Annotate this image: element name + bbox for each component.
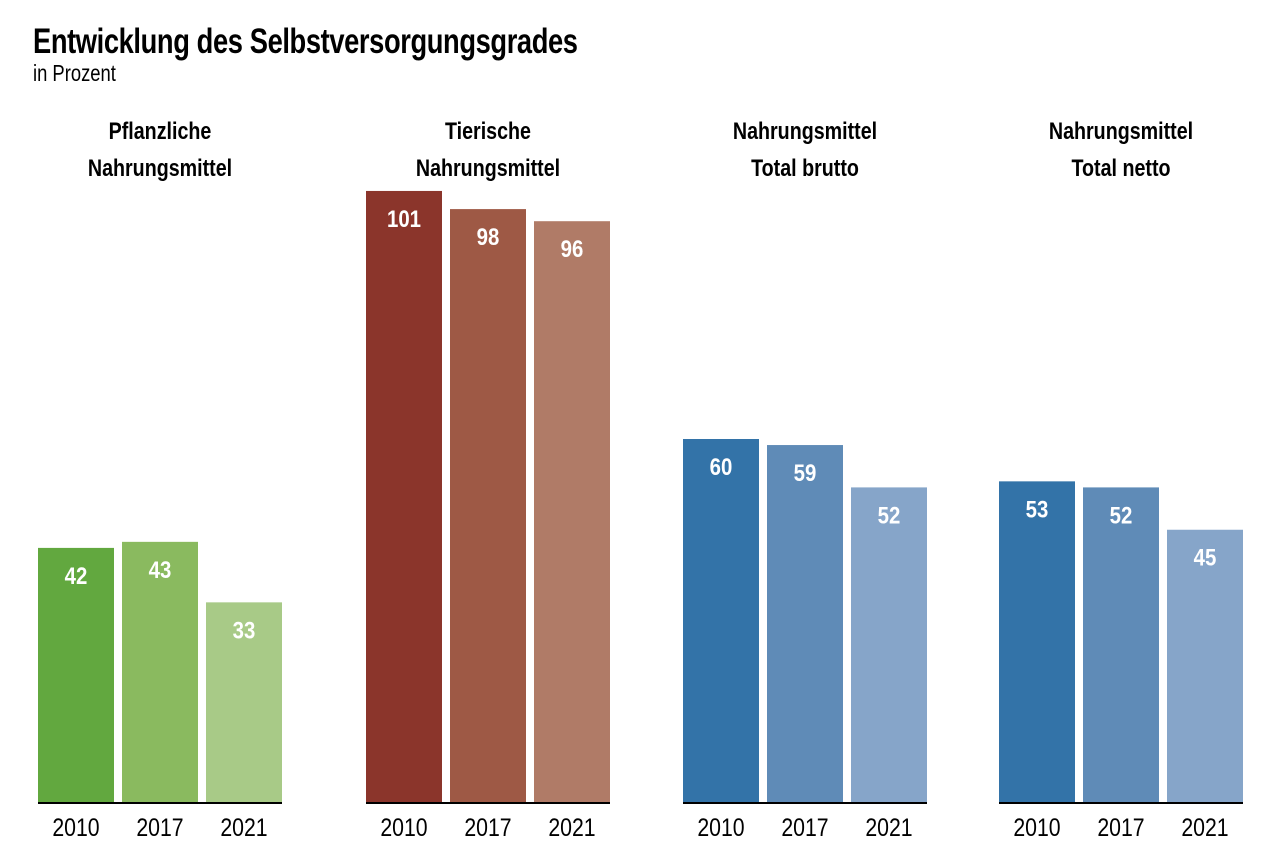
bar	[1167, 529, 1243, 802]
x-tick-label: 2010	[52, 813, 99, 841]
value-label: 52	[878, 502, 901, 529]
value-label: 96	[561, 236, 584, 263]
value-label: 53	[1026, 496, 1049, 523]
x-tick-label: 2017	[136, 813, 183, 841]
value-label: 101	[387, 205, 421, 232]
bar	[683, 439, 759, 802]
x-tick-label: 2021	[548, 813, 595, 841]
panel-title: Nahrungsmittel	[416, 154, 560, 181]
value-label: 59	[794, 459, 817, 486]
panel-title: Total netto	[1071, 154, 1170, 181]
chart-title: Entwicklung des Selbstversorgungsgrades	[33, 22, 578, 61]
value-label: 52	[1110, 502, 1133, 529]
value-label: 45	[1194, 544, 1217, 571]
x-tick-label: 2010	[380, 813, 427, 841]
chart-subtitle: in Prozent	[33, 60, 116, 86]
bar	[366, 190, 442, 802]
value-label: 43	[149, 556, 172, 583]
panel-title: Tierische	[445, 117, 531, 144]
bar	[851, 487, 927, 802]
bar	[122, 541, 198, 802]
x-tick-label: 2017	[1097, 813, 1144, 841]
bar	[999, 481, 1075, 802]
value-label: 98	[477, 224, 500, 251]
bar	[206, 602, 282, 802]
x-tick-label: 2017	[781, 813, 828, 841]
panel-title: Total brutto	[751, 154, 859, 181]
x-tick-label: 2010	[697, 813, 744, 841]
bar	[38, 547, 114, 802]
value-label: 33	[233, 617, 256, 644]
panel-title: Pflanzliche	[109, 117, 212, 144]
value-label: 60	[710, 453, 733, 480]
panel-title: Nahrungsmittel	[1049, 117, 1193, 144]
bar	[450, 209, 526, 803]
panel-title: Nahrungsmittel	[733, 117, 877, 144]
bar	[534, 221, 610, 802]
x-tick-label: 2017	[464, 813, 511, 841]
value-label: 42	[65, 562, 88, 589]
bar	[767, 445, 843, 802]
x-tick-label: 2021	[865, 813, 912, 841]
x-tick-label: 2021	[220, 813, 267, 841]
x-tick-label: 2010	[1013, 813, 1060, 841]
bar	[1083, 487, 1159, 802]
panel-title: Nahrungsmittel	[88, 154, 232, 181]
x-tick-label: 2021	[1181, 813, 1228, 841]
